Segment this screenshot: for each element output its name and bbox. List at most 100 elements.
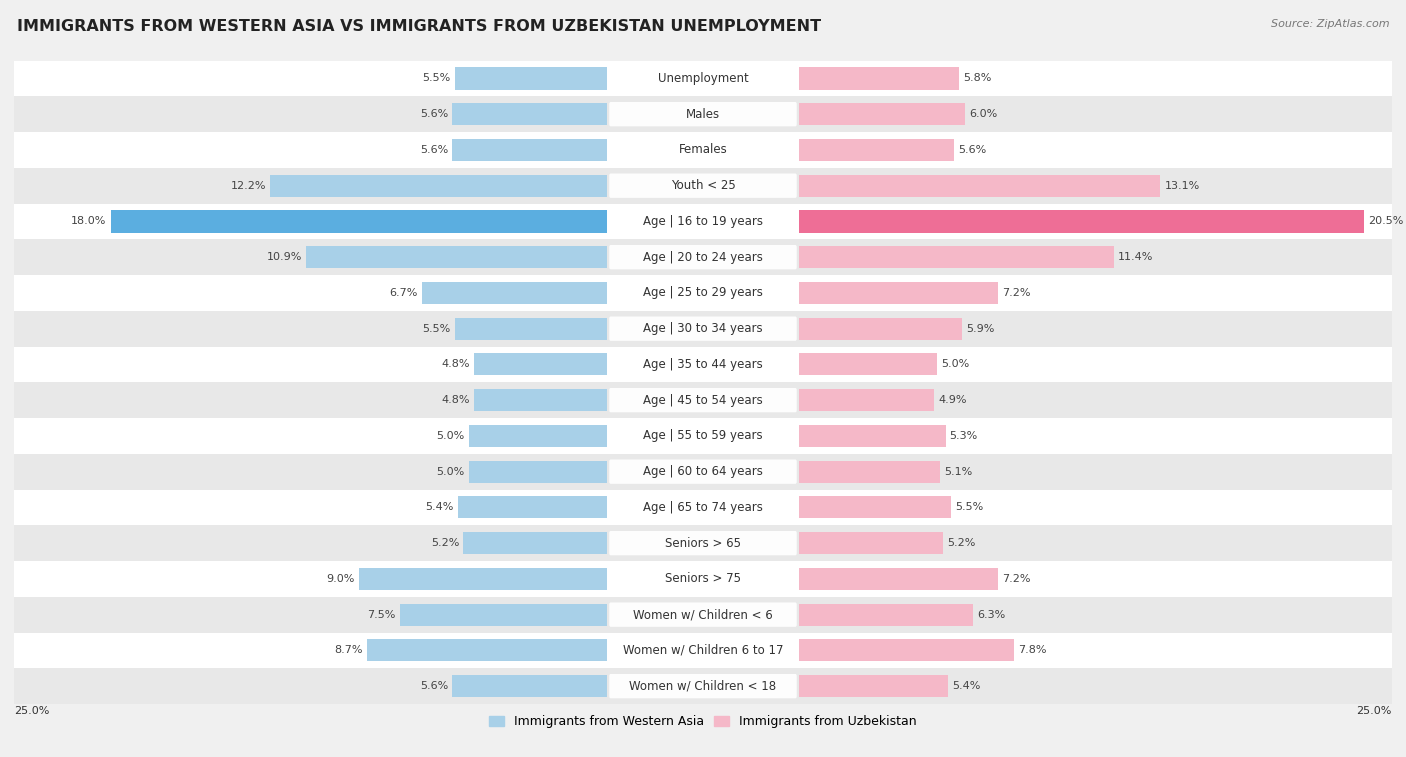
Text: 4.8%: 4.8% (441, 360, 470, 369)
Bar (14, 132, 1392, 168)
Text: 7.5%: 7.5% (367, 609, 395, 620)
Bar (14, 275, 1392, 311)
Bar (474, 389, 606, 411)
Bar (14, 96, 1392, 132)
Text: 6.3%: 6.3% (977, 609, 1005, 620)
Bar (367, 640, 606, 662)
Bar (14, 382, 1392, 418)
Bar (453, 103, 606, 125)
Text: 5.4%: 5.4% (952, 681, 981, 691)
Text: Age | 65 to 74 years: Age | 65 to 74 years (643, 501, 763, 514)
Text: 5.6%: 5.6% (420, 145, 449, 155)
Text: Source: ZipAtlas.com: Source: ZipAtlas.com (1271, 19, 1389, 29)
Text: 5.6%: 5.6% (957, 145, 986, 155)
Bar (307, 246, 606, 268)
Bar (14, 204, 1392, 239)
Bar (14, 61, 1392, 96)
Bar (14, 453, 1392, 490)
FancyBboxPatch shape (609, 495, 797, 519)
Bar (800, 675, 948, 697)
Text: Women w/ Children < 6: Women w/ Children < 6 (633, 608, 773, 621)
Text: IMMIGRANTS FROM WESTERN ASIA VS IMMIGRANTS FROM UZBEKISTAN UNEMPLOYMENT: IMMIGRANTS FROM WESTERN ASIA VS IMMIGRAN… (17, 19, 821, 34)
Bar (800, 568, 998, 590)
Bar (14, 597, 1392, 633)
Text: Seniors > 65: Seniors > 65 (665, 537, 741, 550)
Text: 13.1%: 13.1% (1164, 181, 1199, 191)
Text: 5.0%: 5.0% (942, 360, 970, 369)
FancyBboxPatch shape (609, 459, 797, 484)
FancyBboxPatch shape (609, 245, 797, 269)
FancyBboxPatch shape (609, 567, 797, 591)
Text: 5.0%: 5.0% (436, 431, 464, 441)
FancyBboxPatch shape (609, 424, 797, 448)
Text: 12.2%: 12.2% (231, 181, 266, 191)
FancyBboxPatch shape (609, 138, 797, 162)
Bar (456, 318, 606, 340)
Bar (14, 561, 1392, 597)
Bar (111, 210, 606, 232)
Text: 9.0%: 9.0% (326, 574, 354, 584)
Text: 5.9%: 5.9% (966, 324, 994, 334)
Text: 18.0%: 18.0% (70, 217, 107, 226)
Text: Age | 16 to 19 years: Age | 16 to 19 years (643, 215, 763, 228)
Text: 5.3%: 5.3% (949, 431, 979, 441)
Text: 5.1%: 5.1% (945, 466, 973, 477)
Bar (14, 418, 1392, 453)
Text: 4.9%: 4.9% (939, 395, 967, 405)
Bar (468, 460, 606, 483)
Bar (14, 668, 1392, 704)
Bar (422, 282, 606, 304)
Text: 25.0%: 25.0% (1357, 706, 1392, 716)
FancyBboxPatch shape (609, 281, 797, 305)
Text: Age | 60 to 64 years: Age | 60 to 64 years (643, 465, 763, 478)
Text: 6.7%: 6.7% (389, 288, 418, 298)
FancyBboxPatch shape (609, 674, 797, 698)
FancyBboxPatch shape (609, 638, 797, 662)
Bar (800, 175, 1160, 197)
Bar (14, 239, 1392, 275)
Text: 5.0%: 5.0% (436, 466, 464, 477)
Text: 5.5%: 5.5% (955, 503, 983, 512)
Text: Women w/ Children < 18: Women w/ Children < 18 (630, 680, 776, 693)
Text: Males: Males (686, 107, 720, 120)
Legend: Immigrants from Western Asia, Immigrants from Uzbekistan: Immigrants from Western Asia, Immigrants… (484, 710, 922, 733)
Bar (800, 532, 943, 554)
FancyBboxPatch shape (609, 209, 797, 234)
Text: Age | 20 to 24 years: Age | 20 to 24 years (643, 251, 763, 263)
Text: 7.8%: 7.8% (1018, 646, 1047, 656)
Text: Age | 25 to 29 years: Age | 25 to 29 years (643, 286, 763, 300)
Bar (800, 389, 935, 411)
FancyBboxPatch shape (609, 352, 797, 376)
Bar (270, 175, 606, 197)
Text: 5.2%: 5.2% (430, 538, 460, 548)
Text: 5.4%: 5.4% (425, 503, 454, 512)
Bar (453, 675, 606, 697)
Bar (474, 354, 606, 375)
Bar (800, 460, 941, 483)
Text: 5.2%: 5.2% (946, 538, 976, 548)
Text: 7.2%: 7.2% (1002, 574, 1031, 584)
Text: Youth < 25: Youth < 25 (671, 179, 735, 192)
Bar (14, 168, 1392, 204)
Text: 8.7%: 8.7% (335, 646, 363, 656)
Bar (399, 603, 606, 626)
Text: Age | 55 to 59 years: Age | 55 to 59 years (643, 429, 763, 442)
Bar (800, 246, 1114, 268)
Text: 20.5%: 20.5% (1368, 217, 1405, 226)
Text: 5.8%: 5.8% (963, 73, 991, 83)
Bar (463, 532, 606, 554)
Text: Unemployment: Unemployment (658, 72, 748, 85)
Text: Age | 30 to 34 years: Age | 30 to 34 years (643, 322, 763, 335)
Text: Females: Females (679, 143, 727, 157)
Bar (14, 347, 1392, 382)
Bar (359, 568, 606, 590)
Text: 5.6%: 5.6% (420, 681, 449, 691)
Bar (800, 640, 1014, 662)
Text: 10.9%: 10.9% (267, 252, 302, 262)
Text: 5.5%: 5.5% (423, 73, 451, 83)
Text: Seniors > 75: Seniors > 75 (665, 572, 741, 585)
Text: 25.0%: 25.0% (14, 706, 49, 716)
Bar (800, 354, 938, 375)
FancyBboxPatch shape (609, 316, 797, 341)
Bar (14, 311, 1392, 347)
